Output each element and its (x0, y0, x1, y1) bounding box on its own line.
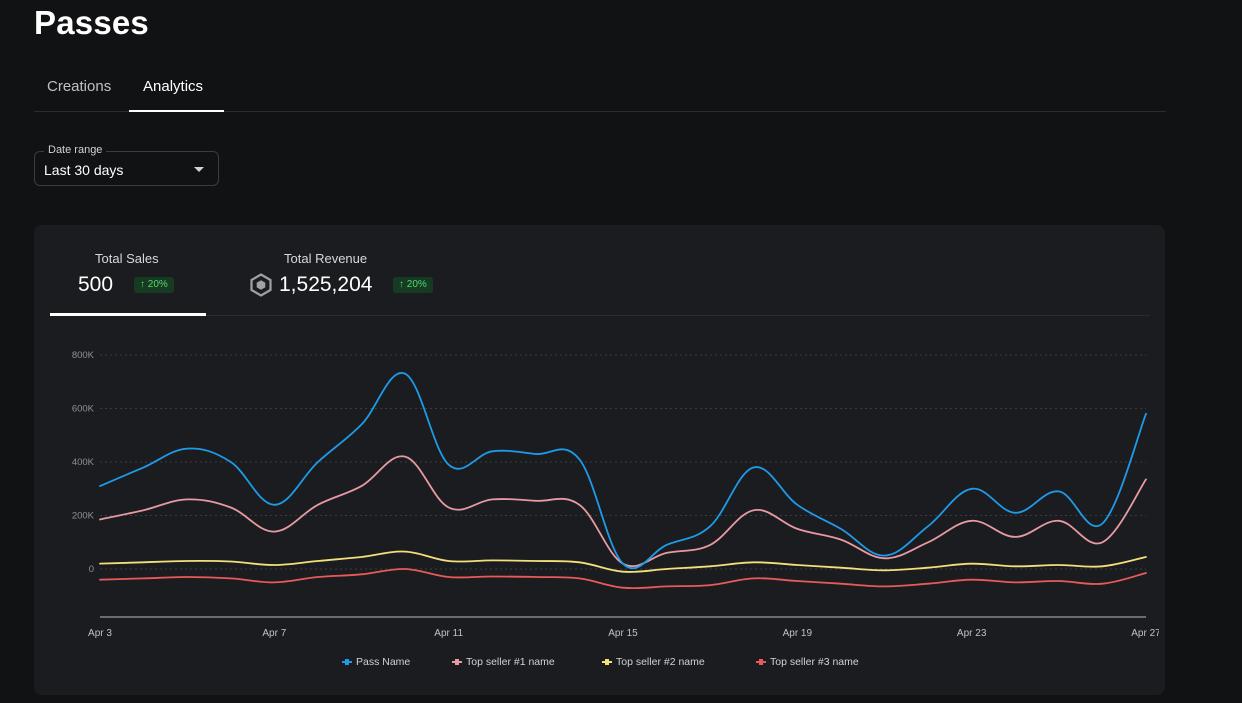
tab-creations[interactable]: Creations (47, 78, 112, 95)
series-line-0 (99, 372, 1147, 570)
total-sales-change-badge: ↑ 20% (134, 277, 174, 293)
total-sales-value: 500 (78, 273, 114, 296)
total-revenue-label: Total Revenue (284, 251, 368, 266)
series-line-1 (99, 455, 1147, 568)
x-tick-label: Apr 15 (608, 628, 638, 639)
chevron-down-icon (194, 167, 204, 172)
legend-label: Top seller #1 name (466, 656, 555, 668)
legend-item-1[interactable]: Top seller #1 name (452, 656, 555, 668)
legend-item-3[interactable]: Top seller #3 name (756, 656, 859, 668)
robux-icon (250, 273, 272, 297)
legend-swatch (602, 659, 612, 665)
metric-tab-total-revenue[interactable]: Total Revenue 1,525,204 ↑ 20% (50, 225, 470, 315)
metric-tabs: Total Sales 500 ↑ 20% Total Revenue 1,52… (50, 225, 1150, 316)
line-chart: 800K 600K 400K 200K 0 Apr 3 Apr 7 Apr 11 Apr 15 A… (72, 350, 1159, 639)
chart-legend: Pass Name Top seller #1 name Top seller #2… (0, 656, 1242, 672)
page-title: Passes (34, 4, 149, 41)
page-tabs: Creations Analytics (34, 66, 1166, 112)
y-tick-label: 800K (72, 350, 95, 361)
x-tick-label: Apr 3 (88, 628, 112, 639)
total-sales-label: Total Sales (95, 251, 159, 266)
series-line-3 (99, 568, 1147, 590)
y-tick-label: 0 (89, 564, 94, 575)
series-line-2 (99, 550, 1147, 573)
active-tab-indicator (129, 110, 224, 112)
legend-label: Top seller #3 name (770, 656, 859, 668)
y-tick-label: 200K (72, 511, 95, 522)
tab-analytics[interactable]: Analytics (143, 78, 204, 95)
legend-label: Top seller #2 name (616, 656, 705, 668)
legend-item-0[interactable]: Pass Name (342, 656, 410, 668)
legend-item-2[interactable]: Top seller #2 name (602, 656, 705, 668)
metric-tab-total-sales[interactable]: Total Sales 500 ↑ 20% (50, 225, 206, 316)
legend-swatch (342, 659, 352, 665)
legend-label: Pass Name (356, 656, 411, 668)
x-tick-label: Apr 11 (434, 628, 463, 639)
y-tick-label: 600K (72, 404, 95, 415)
x-tick-label: Apr 19 (783, 628, 813, 639)
date-range-value: Last 30 days (44, 162, 124, 178)
total-revenue-value: 1,525,204 (279, 273, 373, 296)
y-tick-label: 400K (72, 457, 95, 468)
total-revenue-change-badge: ↑ 20% (393, 277, 433, 293)
active-metric-indicator (50, 313, 206, 316)
x-tick-label: Apr 7 (262, 628, 286, 639)
date-range-select[interactable]: Date range Last 30 days (34, 144, 219, 186)
x-tick-label: Apr 27 (1131, 628, 1159, 639)
legend-swatch (452, 659, 462, 665)
legend-swatch (756, 659, 766, 665)
date-range-label: Date range (44, 144, 107, 156)
x-tick-label: Apr 23 (957, 628, 987, 639)
